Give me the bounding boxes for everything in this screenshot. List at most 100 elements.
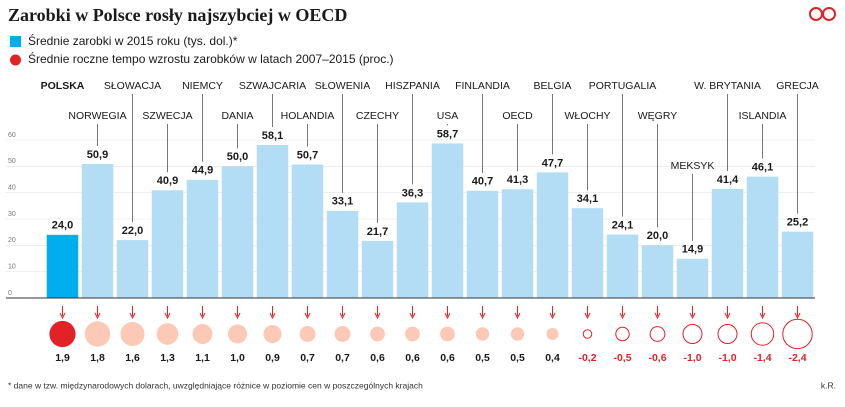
arrow-head xyxy=(479,312,486,320)
arrow-head xyxy=(94,312,101,320)
growth-label: 0,6 xyxy=(440,352,455,364)
bar xyxy=(466,190,499,298)
legend-label: Średnie zarobki w 2015 roku (tys. dol.)* xyxy=(28,33,238,48)
category-label: CZECHY xyxy=(356,110,399,122)
category-label: WŁOCHY xyxy=(564,110,610,122)
growth-circle xyxy=(263,324,282,344)
value-label: 21,7 xyxy=(367,226,388,238)
category-label: DANIA xyxy=(221,110,253,122)
bar xyxy=(361,240,394,298)
arrow-head xyxy=(269,312,276,320)
growth-circle xyxy=(192,324,213,344)
bar xyxy=(326,210,359,298)
category-label: NIEMCY xyxy=(182,80,223,92)
value-label: 33,1 xyxy=(332,196,353,208)
growth-circle xyxy=(440,326,455,342)
y-tick-label: 40 xyxy=(8,185,16,192)
bar xyxy=(186,179,219,298)
category-label: POLSKA xyxy=(41,80,85,92)
credit: k.R. xyxy=(821,380,836,390)
growth-circle xyxy=(475,327,490,341)
growth-label: 0,9 xyxy=(265,352,280,364)
growth-label: 0,7 xyxy=(335,352,350,364)
value-label: 46,1 xyxy=(752,162,773,174)
bar xyxy=(151,190,184,298)
footnote: * dane w tzw. międzynarodowych dolarach,… xyxy=(8,380,423,390)
value-label: 40,7 xyxy=(472,176,493,188)
value-label: 58,1 xyxy=(262,130,283,142)
arrow-head xyxy=(409,312,416,320)
value-label: 36,3 xyxy=(402,187,423,199)
category-label: SŁOWENIA xyxy=(315,80,370,92)
bar xyxy=(291,164,324,298)
bar xyxy=(536,172,569,298)
value-label: 41,4 xyxy=(717,174,739,186)
category-label: BELGIA xyxy=(534,80,572,92)
growth-circle xyxy=(228,324,247,344)
bar xyxy=(606,234,639,298)
value-label: 47,7 xyxy=(542,157,563,169)
growth-circle xyxy=(156,323,179,345)
growth-label: 0,6 xyxy=(405,352,420,364)
growth-circle xyxy=(120,321,145,347)
growth-circle xyxy=(405,326,420,342)
bar xyxy=(81,163,114,298)
arrow-head xyxy=(59,312,66,320)
growth-circle xyxy=(49,320,76,348)
bar xyxy=(46,234,79,298)
category-label: SZWECJA xyxy=(142,110,192,122)
growth-circle xyxy=(582,329,593,339)
growth-label: 1,0 xyxy=(230,352,245,364)
value-label: 50,0 xyxy=(227,151,248,163)
value-label: 40,9 xyxy=(157,175,178,187)
y-tick-label: 50 xyxy=(8,158,16,165)
category-label: OECD xyxy=(502,110,533,122)
growth-circle xyxy=(334,326,351,342)
value-label: 22,0 xyxy=(122,225,143,237)
growth-label: -2,4 xyxy=(788,352,806,364)
bar xyxy=(676,258,709,298)
value-label: 41,3 xyxy=(507,174,528,186)
value-label: 44,9 xyxy=(192,165,213,177)
category-label: HOLANDIA xyxy=(281,110,335,122)
growth-label: 1,9 xyxy=(55,352,70,364)
logo xyxy=(809,7,836,21)
growth-label: -0,2 xyxy=(578,352,596,364)
value-label: 50,7 xyxy=(297,149,318,161)
value-label: 34,1 xyxy=(577,193,598,205)
category-label: HISZPANIA xyxy=(385,80,440,92)
category-label: SŁOWACJA xyxy=(104,80,161,92)
growth-circle xyxy=(546,327,559,341)
value-label: 14,9 xyxy=(682,244,703,256)
category-label: USA xyxy=(437,110,459,122)
value-label: 24,0 xyxy=(52,220,73,232)
legend-label: Średnie roczne tempo wzrostu zarobków w … xyxy=(28,51,394,66)
growth-label: 1,6 xyxy=(125,352,140,364)
growth-circle xyxy=(782,318,813,350)
growth-label: -0,6 xyxy=(648,352,666,364)
category-label: W. BRYTANIA xyxy=(694,80,761,92)
value-label: 50,9 xyxy=(87,149,108,161)
arrow-head xyxy=(514,312,521,320)
arrow-head xyxy=(129,312,136,320)
growth-circle xyxy=(717,324,738,344)
category-label: NORWEGIA xyxy=(68,110,126,122)
arrow-head xyxy=(724,312,731,320)
bar xyxy=(571,208,604,298)
bar xyxy=(256,145,289,298)
arrow-head xyxy=(444,312,451,320)
growth-label: -1,0 xyxy=(718,352,736,364)
bar xyxy=(641,245,674,298)
growth-label: 0,5 xyxy=(510,352,525,364)
arrow-head xyxy=(304,312,311,320)
growth-label: 0,5 xyxy=(475,352,490,364)
bar xyxy=(116,240,149,298)
growth-label: 0,4 xyxy=(545,352,560,364)
y-tick-label: 30 xyxy=(8,211,16,218)
arrow-head xyxy=(549,312,556,320)
growth-label: 1,3 xyxy=(160,352,175,364)
growth-label: -0,5 xyxy=(613,352,631,364)
category-label: GRECJA xyxy=(776,80,819,92)
bar xyxy=(221,166,254,298)
bar xyxy=(746,176,779,298)
